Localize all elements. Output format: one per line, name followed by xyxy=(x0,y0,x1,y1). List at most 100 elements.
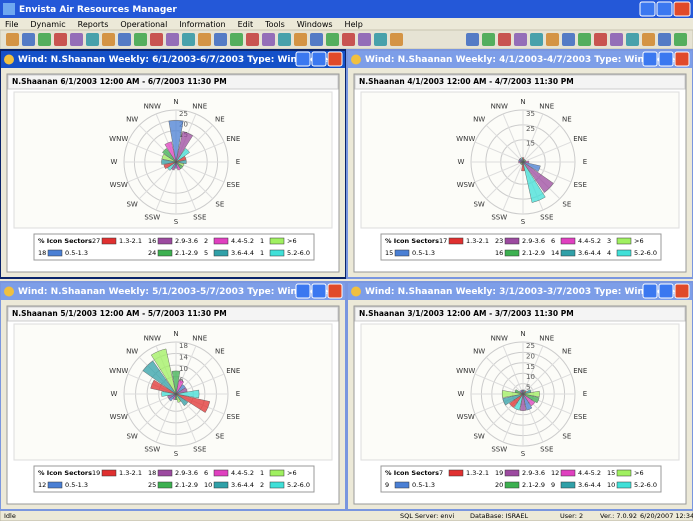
toolbar-button[interactable] xyxy=(38,33,51,46)
rose-petal xyxy=(150,379,177,395)
panel-header xyxy=(354,74,686,90)
legend-swatch xyxy=(616,469,632,477)
maximize-button[interactable] xyxy=(658,283,674,299)
toolbar-button[interactable] xyxy=(102,33,115,46)
minimize-button[interactable] xyxy=(295,283,311,299)
menu-item[interactable]: Information xyxy=(179,20,225,29)
legend-count: 25 xyxy=(148,481,156,489)
menu-item[interactable]: Dynamic xyxy=(30,20,65,29)
legend-count: 5 xyxy=(204,249,208,257)
rose-petal xyxy=(509,393,524,408)
toolbar-button[interactable] xyxy=(374,33,387,46)
toolbar-button[interactable] xyxy=(278,33,291,46)
legend-swatch xyxy=(269,481,285,489)
legend-swatch xyxy=(213,249,229,257)
spoke xyxy=(502,161,524,211)
legend-label: >6 xyxy=(287,469,297,477)
rose-petal xyxy=(175,393,189,407)
toolbar-button[interactable] xyxy=(134,33,147,46)
toolbar-button[interactable] xyxy=(182,33,195,46)
close-button[interactable] xyxy=(673,1,691,17)
rose-petal xyxy=(522,389,532,395)
toolbar-button[interactable] xyxy=(150,33,163,46)
toolbar-button[interactable] xyxy=(198,33,211,46)
toolbar-button[interactable] xyxy=(514,33,527,46)
menu-item[interactable]: File xyxy=(5,20,18,29)
toolbar-button[interactable] xyxy=(466,33,479,46)
legend-label: 2.9-3.6 xyxy=(522,237,545,245)
menu-item[interactable]: Edit xyxy=(238,20,254,29)
maximize-button[interactable] xyxy=(656,1,673,17)
menu-item[interactable]: Tools xyxy=(264,20,285,29)
toolbar-button[interactable] xyxy=(118,33,131,46)
toolbar-button[interactable] xyxy=(530,33,543,46)
rose-petal xyxy=(520,389,524,395)
toolbar-button[interactable] xyxy=(546,33,559,46)
legend-swatch xyxy=(504,237,520,245)
toolbar-button[interactable] xyxy=(626,33,639,46)
rose-petal xyxy=(522,160,530,164)
legend-swatch xyxy=(560,237,576,245)
menu-item[interactable]: Reports xyxy=(78,20,109,29)
minimize-button[interactable] xyxy=(639,1,656,17)
maximize-button[interactable] xyxy=(311,51,327,67)
ring-label: 14 xyxy=(179,354,188,362)
toolbar-button[interactable] xyxy=(294,33,307,46)
close-button[interactable] xyxy=(674,51,690,67)
close-button[interactable] xyxy=(674,283,690,299)
minimize-button[interactable] xyxy=(642,51,658,67)
toolbar-button[interactable] xyxy=(310,33,323,46)
toolbar-button[interactable] xyxy=(6,33,19,46)
window-icon xyxy=(4,54,14,65)
toolbar-button[interactable] xyxy=(390,33,403,46)
menu-item[interactable]: Help xyxy=(345,20,363,29)
minimize-button[interactable] xyxy=(642,283,658,299)
toolbar-button[interactable] xyxy=(262,33,275,46)
window-title: Wind: N.Shaanan Weekly: 5/1/2003-5/7/200… xyxy=(18,287,328,297)
legend-label: 1.3-2.1 xyxy=(466,469,489,477)
toolbar-button[interactable] xyxy=(70,33,83,46)
legend-count: 16 xyxy=(495,249,503,257)
legend-label: 3.6-4.4 xyxy=(231,249,254,257)
legend-count: 15 xyxy=(385,249,393,257)
rose-petal xyxy=(175,387,188,395)
toolbar-button[interactable] xyxy=(642,33,655,46)
toolbar-button[interactable] xyxy=(214,33,227,46)
toolbar-button[interactable] xyxy=(674,33,687,46)
toolbar-button[interactable] xyxy=(166,33,179,46)
toolbar-button[interactable] xyxy=(482,33,495,46)
toolbar-button[interactable] xyxy=(498,33,511,46)
direction-label: NNE xyxy=(192,335,207,343)
toolbar-button[interactable] xyxy=(578,33,591,46)
toolbar-button[interactable] xyxy=(246,33,259,46)
direction-label: N xyxy=(520,98,525,106)
toolbar-button[interactable] xyxy=(610,33,623,46)
direction-label: SE xyxy=(215,432,224,440)
toolbar-button[interactable] xyxy=(22,33,35,46)
minimize-button[interactable] xyxy=(295,51,311,67)
close-button[interactable] xyxy=(327,51,343,67)
direction-label: NNE xyxy=(192,103,207,111)
toolbar-button[interactable] xyxy=(594,33,607,46)
direction-label: NNW xyxy=(491,335,508,343)
toolbar-button[interactable] xyxy=(86,33,99,46)
menu-item[interactable]: Windows xyxy=(297,20,333,29)
legend-count: 15 xyxy=(607,469,615,477)
rose-petal xyxy=(514,389,524,395)
menu-item[interactable]: Operational xyxy=(120,20,167,29)
close-button[interactable] xyxy=(327,283,343,299)
toolbar-button[interactable] xyxy=(342,33,355,46)
toolbar-button[interactable] xyxy=(54,33,67,46)
toolbar-button[interactable] xyxy=(658,33,671,46)
maximize-button[interactable] xyxy=(658,51,674,67)
legend-label: 2.1-2.9 xyxy=(522,249,545,257)
toolbar-button[interactable] xyxy=(562,33,575,46)
rose-petal xyxy=(175,384,186,395)
maximize-button[interactable] xyxy=(311,283,327,299)
toolbar-button[interactable] xyxy=(358,33,371,46)
legend-swatch xyxy=(213,469,229,477)
toolbar-button[interactable] xyxy=(230,33,243,46)
toolbar-button[interactable] xyxy=(326,33,339,46)
legend-swatch xyxy=(157,481,173,489)
legend-swatch xyxy=(157,469,173,477)
